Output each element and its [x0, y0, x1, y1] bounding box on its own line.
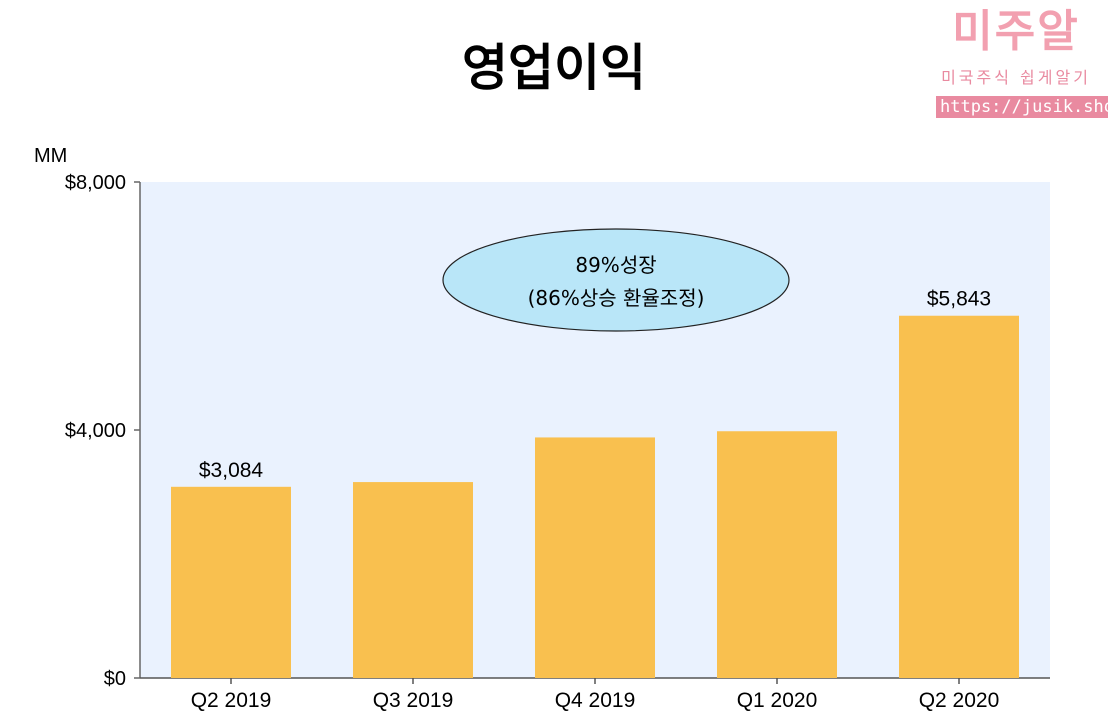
y-tick-label: $4,000: [65, 420, 126, 442]
brand-logo: 미주알 미국주식 쉽게알기 https://jusik.shop: [936, 4, 1108, 118]
logo-sub-text: 미국주식 쉽게알기: [941, 68, 1091, 87]
growth-annotation-line2: (86%상승 환율조정): [528, 286, 705, 310]
growth-annotation-ellipse: [442, 228, 790, 332]
x-tick-label: Q2 2019: [191, 689, 272, 712]
growth-annotation-line1: 89%성장: [575, 253, 656, 277]
bar: [535, 437, 655, 678]
logo-url: https://jusik.shop: [936, 96, 1108, 118]
bar: [717, 431, 837, 678]
y-unit-label: MM: [34, 145, 67, 167]
bar-data-label: $5,843: [927, 288, 991, 311]
y-tick-label: $0: [104, 668, 126, 690]
chart-title: 영업이익: [462, 39, 646, 97]
x-tick-label: Q3 2019: [373, 689, 454, 712]
bar: [171, 486, 291, 678]
logo-main-text: 미주알: [952, 6, 1080, 57]
y-tick-label: $8,000: [65, 172, 126, 194]
bar: [353, 482, 473, 678]
x-tick-label: Q1 2020: [737, 689, 818, 712]
bar-data-label: $3,084: [199, 459, 264, 482]
bar: [899, 315, 1019, 678]
x-tick-label: Q4 2019: [555, 689, 636, 712]
x-tick-label: Q2 2020: [919, 689, 1000, 712]
